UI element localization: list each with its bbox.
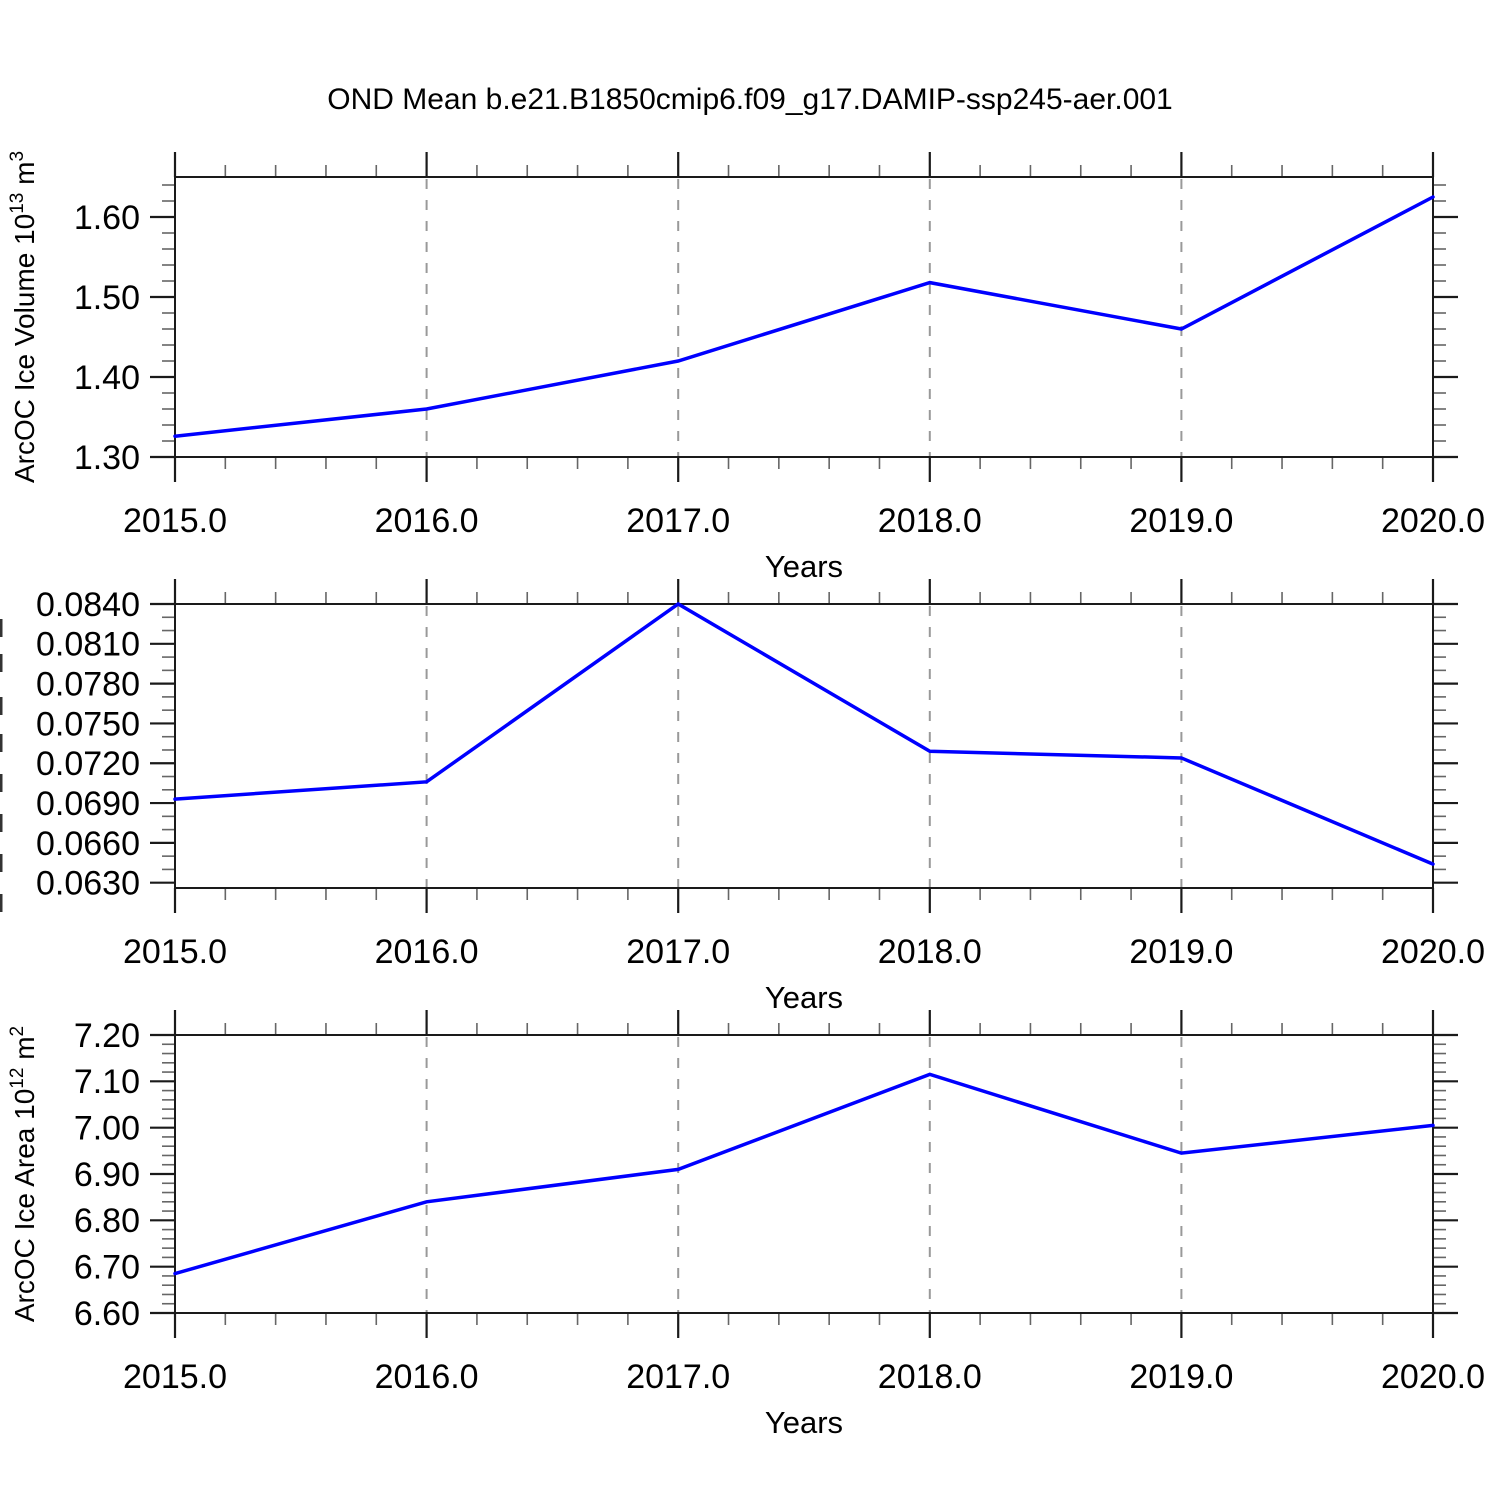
x-tick-label: 2019.0 [1129,933,1233,971]
axes-frame [174,603,1434,889]
y-tick-label: 1.40 [74,359,140,397]
y-tick-label: 0.0720 [36,745,140,783]
x-tick-label: 2016.0 [375,933,479,971]
series-line-panel-2 [173,601,1435,866]
y-tick-label: 6.90 [74,1156,140,1194]
y-axis-title: ArcOC Ice Volume 1013 m3 [7,151,40,483]
x-tick-label: 2020.0 [1381,933,1485,971]
clipped-y-axis-title-fragment [0,654,3,672]
y-tick-label: 1.60 [74,199,140,237]
x-tick-label: 2018.0 [878,502,982,540]
clipped-y-axis-title-fragment [0,894,3,912]
x-tick-label: 2015.0 [123,933,227,971]
series-line-panel-1 [173,195,1435,438]
y-tick-label: 7.10 [74,1063,140,1101]
gridlines [425,179,1183,456]
x-tick-label: 2019.0 [1129,502,1233,540]
y-ticks [150,602,1458,884]
y-tick-label: 0.0690 [36,785,140,823]
x-tick-label: 2015.0 [123,1358,227,1396]
axes-frame [174,1034,1434,1314]
y-axis-title: ArcOC Ice Area 1012 m2 [7,1026,40,1322]
y-ticks [150,1033,1458,1315]
panel-1: 1.30 1.40 1.50 1.60 2015.0 2016.0 2017.0 2018.0… [7,151,1485,584]
x-ticks [173,1010,1435,1338]
y-tick-label: 7.00 [74,1110,140,1148]
y-tick-label: 0.0780 [36,666,140,704]
y-tick-label: 6.70 [74,1249,140,1287]
y-tick-label: 0.0810 [36,626,140,664]
clipped-y-axis-title-fragment [0,854,3,872]
x-tick-label: 2017.0 [626,502,730,540]
y-tick-label: 0.0660 [36,825,140,863]
y-tick-label: 7.20 [74,1017,140,1055]
y-tick-label: 6.80 [74,1202,140,1240]
x-ticks [173,579,1435,913]
x-axis-title: Years [765,1405,843,1440]
panel-2: 0.06300.06600.06900.07200.07500.07800.08… [0,579,1485,1015]
series-line-panel-3 [173,1072,1435,1276]
x-tick-label: 2016.0 [375,502,479,540]
x-ticks [173,152,1435,482]
gridlines [425,1037,1183,1312]
clipped-y-axis-title-fragment [0,814,3,832]
y-tick-label: 0.0630 [36,865,140,903]
x-tick-label: 2017.0 [626,1358,730,1396]
x-axis-title: Years [765,549,843,584]
y-tick-label: 0.0840 [36,586,140,624]
x-tick-label: 2018.0 [878,1358,982,1396]
x-tick-label: 2017.0 [626,933,730,971]
panel-3: 6.60 6.70 6.80 6.90 7.00 7.10 7.20 2015.0 2016.0… [7,1010,1485,1440]
x-tick-label: 2020.0 [1381,1358,1485,1396]
x-tick-label: 2020.0 [1381,502,1485,540]
x-tick-label: 2018.0 [878,933,982,971]
y-tick-label: 0.0750 [36,705,140,743]
clipped-y-axis-title-fragment [0,697,3,715]
gridlines [425,606,1183,887]
clipped-y-axis-title-fragment [0,774,3,792]
chart-title: OND Mean b.e21.B1850cmip6.f09_g17.DAMIP-… [327,83,1173,116]
clipped-y-axis-title-fragment [0,619,3,637]
x-axis-title: Years [765,980,843,1015]
x-tick-label: 2019.0 [1129,1358,1233,1396]
clipped-y-axis-title [0,619,3,912]
x-tick-label: 2016.0 [375,1358,479,1396]
y-ticks [150,184,1458,459]
axes-frame [174,176,1434,458]
y-tick-label: 1.30 [74,439,140,477]
clipped-y-axis-title-fragment [0,734,3,752]
x-tick-label: 2015.0 [123,502,227,540]
y-tick-label: 1.50 [74,279,140,317]
y-tick-label: 6.60 [74,1295,140,1333]
